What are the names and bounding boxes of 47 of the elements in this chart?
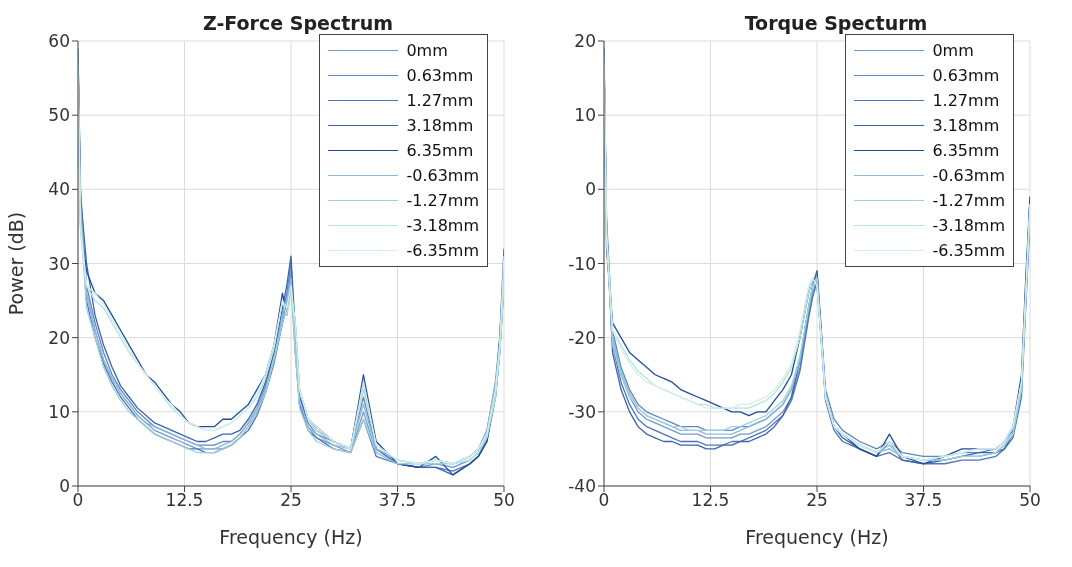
legend-label: 0.63mm: [406, 65, 474, 87]
y-axis-title: Power (dB): [4, 211, 27, 316]
legend-label: -1.27mm: [932, 190, 1005, 212]
x-tick-label: 12.5: [165, 490, 204, 511]
legend-label: 3.18mm: [406, 115, 474, 137]
legend-label: 6.35mm: [406, 140, 474, 162]
y-tick-label: -40: [568, 476, 596, 497]
legend-label: 3.18mm: [932, 115, 1000, 137]
x-tick-label: 25: [806, 490, 828, 511]
y-tick-label: 0: [585, 179, 596, 200]
legend-label: -6.35mm: [932, 240, 1005, 262]
legend-label: 1.27mm: [932, 90, 1000, 112]
legend-label: 0.63mm: [932, 65, 1000, 87]
y-tick-label: 0: [59, 476, 70, 497]
chart-title: Z-Force Spectrum: [202, 12, 394, 34]
x-axis-title: Frequency (Hz): [745, 526, 889, 548]
x-tick-label: 50: [493, 490, 515, 511]
x-tick-label: 0: [598, 490, 610, 511]
y-tick-label: 60: [48, 31, 70, 52]
x-tick-label: 0: [72, 490, 84, 511]
y-tick-label: 20: [48, 327, 70, 348]
chart-title: Torque Specturm: [743, 12, 929, 34]
y-tick-label: 10: [574, 105, 596, 126]
y-tick-label: 20: [574, 31, 596, 52]
legend-label: -3.18mm: [932, 215, 1005, 237]
x-tick-label: 50: [1019, 490, 1041, 511]
legend-label: -0.63mm: [406, 165, 479, 187]
legend-label: -6.35mm: [406, 240, 479, 262]
x-tick-label: 25: [280, 490, 302, 511]
y-tick-label: -30: [568, 401, 596, 422]
legend-label: 6.35mm: [932, 140, 1000, 162]
y-tick-label: 40: [48, 179, 70, 200]
legend-label: -1.27mm: [406, 190, 479, 212]
legend-label: 1.27mm: [406, 90, 474, 112]
legend-label: 0mm: [932, 40, 974, 62]
y-tick-label: 50: [48, 105, 70, 126]
x-tick-label: 37.5: [904, 490, 943, 511]
x-tick-label: 37.5: [378, 490, 417, 511]
x-tick-label: 12.5: [691, 490, 730, 511]
x-axis-title: Frequency (Hz): [219, 526, 363, 548]
legend-label: 0mm: [406, 40, 448, 62]
legend-label: -0.63mm: [932, 165, 1005, 187]
legend-label: -3.18mm: [406, 215, 479, 237]
y-tick-label: 30: [48, 253, 70, 274]
y-tick-label: -10: [568, 253, 596, 274]
y-tick-label: 10: [48, 401, 70, 422]
y-tick-label: -20: [568, 327, 596, 348]
